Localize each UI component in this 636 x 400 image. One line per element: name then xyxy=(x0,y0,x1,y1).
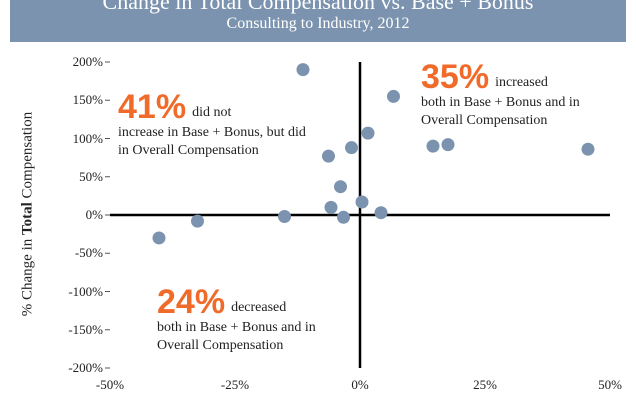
annotation-top-right-lead: increased xyxy=(495,75,548,90)
scatter-point xyxy=(345,141,358,155)
x-tick-label: -25% xyxy=(220,377,250,392)
chart-title: Change in Total Compensation vs. Base + … xyxy=(102,0,534,14)
annotation-top-left-pct: 41% xyxy=(118,88,187,126)
scatter-point xyxy=(355,195,369,209)
x-tick-label: 50% xyxy=(598,377,622,392)
scatter-point xyxy=(361,126,375,140)
x-tick-label: 25% xyxy=(473,377,497,392)
x-tick-label: -50% xyxy=(95,377,125,392)
scatter-point xyxy=(387,89,400,103)
y-tick-label: -150% xyxy=(68,321,103,337)
scatter-point xyxy=(334,180,347,194)
annotation-top-right-pct: 35% xyxy=(421,58,490,96)
scatter-point xyxy=(278,210,291,224)
y-tick-label: 100% xyxy=(72,130,103,146)
annotation-top-left-lead: did not xyxy=(192,105,232,120)
scatter-point xyxy=(441,138,455,152)
annotation-top-left-text: increase in Base + Bonus, but did in Ove… xyxy=(118,125,306,158)
annotation-bottom-pct: 24% xyxy=(157,283,226,321)
y-tick-label: 150% xyxy=(72,92,103,108)
y-tick-label: -200% xyxy=(68,360,103,375)
scatter-point xyxy=(324,200,338,214)
scatter-point xyxy=(191,214,204,228)
chart-subtitle: Consulting to Industry, 2012 xyxy=(226,15,410,32)
scatter-point xyxy=(581,142,595,156)
annotation-top-left: 41% did not increase in Base + Bonus, but… xyxy=(118,90,308,160)
scatter-point xyxy=(374,206,388,220)
annotation-bottom-text: both in Base + Bonus and in Overall Comp… xyxy=(157,320,316,353)
scatter-point xyxy=(322,149,335,163)
y-tick-label: 0% xyxy=(85,207,103,222)
annotation-top-right-text: both in Base + Bonus and in Overall Comp… xyxy=(421,95,580,128)
scatter-point xyxy=(296,63,310,77)
annotation-bottom-lead: decreased xyxy=(231,300,287,315)
x-tick-label: 0% xyxy=(351,377,369,392)
y-tick-label: 200% xyxy=(72,54,103,69)
scatter-point xyxy=(337,210,350,224)
y-tick-label: -100% xyxy=(68,283,103,299)
chart-header: Change in Total Compensation vs. Base + … xyxy=(10,0,626,42)
scatter-point xyxy=(152,231,166,245)
y-tick-label: 50% xyxy=(79,168,103,184)
scatter-point xyxy=(426,139,440,153)
annotation-top-right: 35% increased both in Base + Bonus and in… xyxy=(421,60,611,130)
y-tick-label: -50% xyxy=(74,245,103,261)
annotation-bottom: 24% decreased both in Base + Bonus and in… xyxy=(157,285,347,355)
